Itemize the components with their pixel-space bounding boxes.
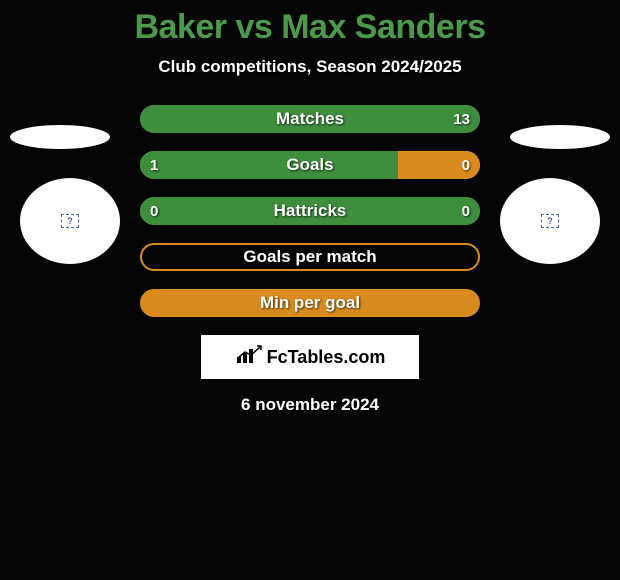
- stat-value-right: 13: [453, 105, 470, 133]
- stat-label: Hattricks: [140, 197, 480, 225]
- stat-row: Goals1 0: [140, 151, 480, 179]
- stat-value-left: 1: [150, 151, 158, 179]
- stat-label: Goals per match: [140, 243, 480, 271]
- stat-row: Matches13: [140, 105, 480, 133]
- stat-label: Matches: [140, 105, 480, 133]
- page-title: Baker vs Max Sanders: [0, 0, 620, 47]
- stat-value-right: 0: [462, 197, 470, 225]
- stat-row: Goals per match: [140, 243, 480, 271]
- comparison-card: Baker vs Max Sanders Club competitions, …: [0, 0, 620, 580]
- stat-label: Min per goal: [140, 289, 480, 317]
- stat-label: Goals: [140, 151, 480, 179]
- subtitle: Club competitions, Season 2024/2025: [0, 57, 620, 77]
- date-text: 6 november 2024: [0, 395, 620, 415]
- brand-icon: [235, 345, 263, 370]
- stat-row: Min per goal: [140, 289, 480, 317]
- brand-box[interactable]: FcTables.com: [201, 335, 419, 379]
- stat-value-left: 0: [150, 197, 158, 225]
- stat-row: Hattricks0 0: [140, 197, 480, 225]
- stat-rows: Matches13Goals10Hattricks00Goals per mat…: [0, 105, 620, 317]
- brand-text: FcTables.com: [267, 347, 386, 368]
- stat-value-right: 0: [462, 151, 470, 179]
